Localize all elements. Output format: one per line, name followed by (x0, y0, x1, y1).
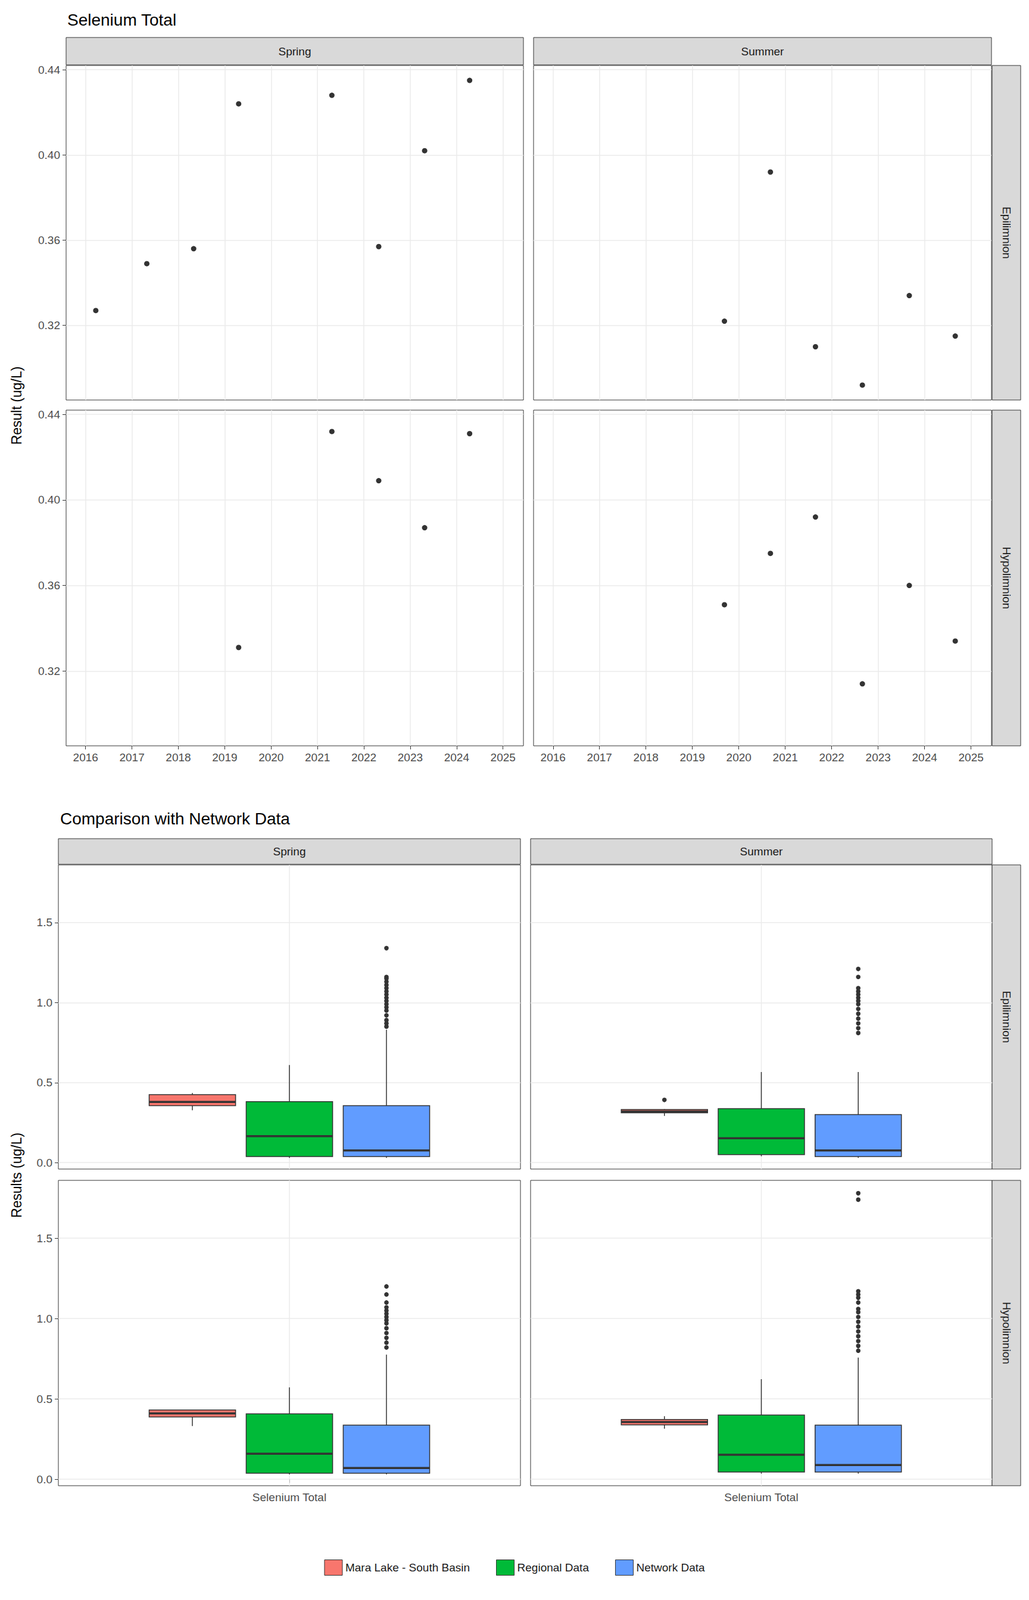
svg-text:Summer: Summer (740, 845, 784, 859)
svg-text:2020: 2020 (258, 751, 284, 765)
svg-text:Hypolimnion: Hypolimnion (1000, 1302, 1013, 1365)
svg-text:0.44: 0.44 (38, 408, 61, 422)
svg-text:2020: 2020 (726, 751, 752, 765)
svg-text:2017: 2017 (119, 751, 145, 765)
svg-text:0.0: 0.0 (36, 1473, 53, 1487)
svg-text:Mara Lake - South Basin: Mara Lake - South Basin (345, 1561, 470, 1575)
svg-text:0.5: 0.5 (36, 1076, 53, 1090)
svg-text:0.40: 0.40 (38, 148, 61, 162)
svg-text:Epilimnion: Epilimnion (1000, 206, 1013, 260)
svg-text:2018: 2018 (633, 751, 659, 765)
svg-text:Comparison with Network Data: Comparison with Network Data (60, 809, 291, 829)
svg-text:2019: 2019 (680, 751, 706, 765)
svg-text:0.5: 0.5 (36, 1393, 53, 1406)
svg-text:Results (ug/L): Results (ug/L) (8, 1133, 25, 1219)
svg-text:1.0: 1.0 (36, 1313, 53, 1326)
svg-text:Epilimnion: Epilimnion (1000, 991, 1013, 1044)
svg-text:2025: 2025 (490, 751, 516, 765)
svg-text:0.32: 0.32 (38, 665, 61, 678)
svg-text:Summer: Summer (741, 45, 785, 58)
svg-text:2023: 2023 (865, 751, 891, 765)
svg-text:1.0: 1.0 (36, 996, 53, 1010)
svg-text:Result (ug/L): Result (ug/L) (8, 366, 25, 446)
svg-text:Spring: Spring (278, 45, 312, 58)
svg-text:0.0: 0.0 (36, 1157, 53, 1170)
svg-text:Selenium Total: Selenium Total (724, 1491, 798, 1505)
svg-text:Selenium Total: Selenium Total (67, 10, 177, 30)
svg-text:2024: 2024 (912, 751, 938, 765)
svg-text:1.5: 1.5 (36, 1232, 53, 1246)
svg-text:Selenium Total: Selenium Total (252, 1491, 327, 1505)
svg-text:2022: 2022 (819, 751, 845, 765)
svg-text:2021: 2021 (304, 751, 330, 765)
svg-text:2025: 2025 (958, 751, 984, 765)
svg-text:2016: 2016 (73, 751, 99, 765)
svg-text:2022: 2022 (351, 751, 377, 765)
svg-text:0.44: 0.44 (38, 63, 61, 77)
svg-text:2019: 2019 (211, 751, 238, 765)
svg-text:2018: 2018 (165, 751, 191, 765)
svg-text:2021: 2021 (772, 751, 798, 765)
svg-text:Regional Data: Regional Data (517, 1561, 590, 1575)
svg-text:Spring: Spring (273, 845, 307, 859)
svg-text:0.36: 0.36 (38, 579, 61, 592)
svg-text:Hypolimnion: Hypolimnion (1000, 547, 1013, 610)
svg-text:2024: 2024 (444, 751, 470, 765)
svg-text:2016: 2016 (540, 751, 566, 765)
svg-text:1.5: 1.5 (36, 916, 53, 929)
svg-text:0.32: 0.32 (38, 319, 61, 332)
svg-text:0.40: 0.40 (38, 493, 61, 507)
svg-text:Network Data: Network Data (635, 1561, 706, 1575)
svg-text:0.36: 0.36 (38, 234, 61, 247)
svg-text:2023: 2023 (397, 751, 423, 765)
svg-text:2017: 2017 (587, 751, 613, 765)
